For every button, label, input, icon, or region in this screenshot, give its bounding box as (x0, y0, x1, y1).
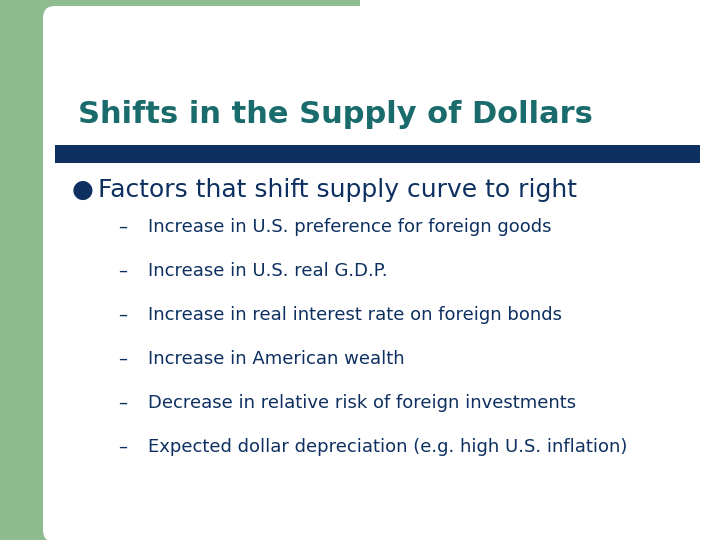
Text: –: – (118, 262, 127, 280)
Text: –: – (118, 306, 127, 324)
Text: Factors that shift supply curve to right: Factors that shift supply curve to right (98, 178, 577, 202)
Text: –: – (118, 438, 127, 456)
Text: Increase in American wealth: Increase in American wealth (148, 350, 405, 368)
Text: –: – (118, 350, 127, 368)
Bar (0, 0, 360, 130)
Bar (55, 145, 700, 163)
Text: Increase in real interest rate on foreign bonds: Increase in real interest rate on foreig… (148, 306, 562, 324)
Text: Increase in U.S. preference for foreign goods: Increase in U.S. preference for foreign … (148, 218, 552, 236)
FancyBboxPatch shape (43, 6, 720, 540)
Text: Expected dollar depreciation (e.g. high U.S. inflation): Expected dollar depreciation (e.g. high … (148, 438, 627, 456)
Text: Shifts in the Supply of Dollars: Shifts in the Supply of Dollars (78, 100, 593, 129)
Text: Decrease in relative risk of foreign investments: Decrease in relative risk of foreign inv… (148, 394, 576, 412)
Bar (0, 0, 52, 540)
Text: ●: ● (72, 178, 94, 202)
Text: –: – (118, 218, 127, 236)
Text: Increase in U.S. real G.D.P.: Increase in U.S. real G.D.P. (148, 262, 387, 280)
Text: –: – (118, 394, 127, 412)
